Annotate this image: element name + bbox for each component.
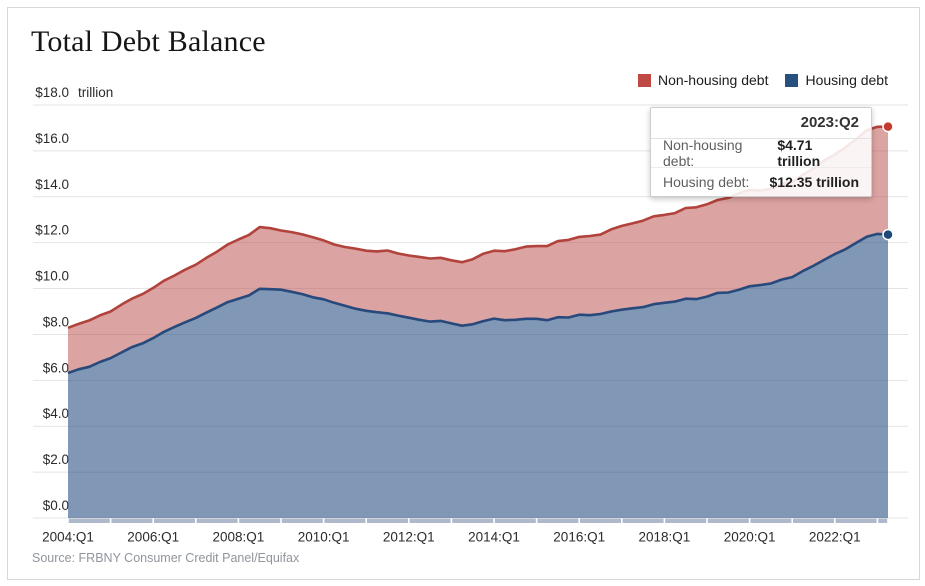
x-tick-label: 2022:Q1 bbox=[809, 530, 861, 545]
x-axis-tick-band bbox=[494, 518, 536, 523]
legend: Non-housing debt Housing debt bbox=[637, 72, 888, 88]
x-tick-label: 2008:Q1 bbox=[213, 530, 265, 545]
tooltip-label-non-housing: Non-housing debt: bbox=[663, 137, 743, 169]
x-tick-label: 2018:Q1 bbox=[639, 530, 691, 545]
y-tick-label: $2.0 bbox=[43, 452, 69, 467]
legend-swatch-housing bbox=[785, 73, 799, 87]
y-tick-label: $6.0 bbox=[43, 360, 69, 375]
x-tick-label: 2010:Q1 bbox=[298, 530, 350, 545]
x-axis-tick-band bbox=[111, 518, 153, 523]
legend-label-housing: Housing debt bbox=[805, 72, 888, 88]
source-text: Source: FRBNY Consumer Credit Panel/Equi… bbox=[32, 551, 300, 565]
tooltip-quarter: 2023:Q2 bbox=[651, 108, 871, 139]
x-axis-tick-band bbox=[239, 518, 281, 523]
y-tick-label: $14.0 bbox=[35, 177, 69, 192]
total-debt-end-dot[interactable] bbox=[882, 120, 894, 133]
legend-label-non-housing: Non-housing debt bbox=[657, 72, 769, 88]
x-tick-label: 2004:Q1 bbox=[42, 530, 94, 545]
legend-item-housing[interactable]: Housing debt bbox=[785, 72, 888, 88]
housing-debt-end-dot[interactable] bbox=[882, 228, 894, 241]
y-tick-label: $4.0 bbox=[43, 406, 69, 421]
x-axis-tick-band bbox=[409, 518, 451, 523]
non-housing-area bbox=[68, 126, 888, 373]
x-axis-tick-band bbox=[793, 518, 834, 523]
x-axis-tick-band bbox=[622, 518, 664, 523]
x-axis-tick-band bbox=[878, 518, 888, 523]
legend-item-non-housing[interactable]: Non-housing debt bbox=[637, 72, 769, 88]
x-tick-label: 2016:Q1 bbox=[553, 530, 605, 545]
x-tick-label: 2014:Q1 bbox=[468, 530, 520, 545]
tooltip-row-housing: Housing debt: $12.35 trillion bbox=[651, 167, 871, 196]
x-axis-tick-band bbox=[154, 518, 195, 523]
tooltip: 2023:Q2 Non-housing debt: $4.71 trillion… bbox=[650, 107, 872, 197]
housing-area bbox=[68, 233, 888, 518]
housing-debt-line bbox=[67, 232, 889, 375]
page-title: Total Debt Balance bbox=[31, 25, 266, 58]
x-axis-tick-band bbox=[750, 518, 792, 523]
y-axis-unit-label: trillion bbox=[78, 85, 113, 100]
x-axis-tick-band bbox=[281, 518, 323, 523]
y-tick-label: $0.0 bbox=[43, 498, 69, 513]
x-tick-label: 2020:Q1 bbox=[724, 530, 776, 545]
x-axis-tick-band bbox=[196, 518, 238, 523]
x-axis-tick-band bbox=[580, 518, 621, 523]
x-tick-label: 2006:Q1 bbox=[127, 530, 179, 545]
x-axis-tick-band bbox=[452, 518, 494, 523]
x-axis-tick-band bbox=[835, 518, 877, 523]
tooltip-label-housing: Housing debt: bbox=[663, 174, 750, 190]
x-axis-tick-band bbox=[707, 518, 749, 523]
tooltip-value-housing: $12.35 trillion bbox=[769, 174, 859, 190]
tooltip-value-non-housing: $4.71 trillion bbox=[777, 137, 821, 169]
x-axis-tick-band bbox=[68, 518, 110, 523]
x-axis-tick-band bbox=[665, 518, 707, 523]
x-axis-tick-band bbox=[537, 518, 579, 523]
x-tick-label: 2012:Q1 bbox=[383, 530, 435, 545]
y-tick-label: $18.0 bbox=[35, 85, 69, 100]
legend-swatch-non-housing bbox=[637, 73, 651, 87]
y-tick-label: $10.0 bbox=[35, 269, 69, 284]
tooltip-row-non-housing: Non-housing debt: $4.71 trillion bbox=[651, 137, 871, 169]
x-axis-tick-band bbox=[324, 518, 366, 523]
y-tick-label: $12.0 bbox=[35, 223, 69, 238]
x-axis-tick-band bbox=[367, 518, 408, 523]
y-tick-label: $16.0 bbox=[35, 131, 69, 146]
y-tick-label: $8.0 bbox=[43, 314, 69, 329]
